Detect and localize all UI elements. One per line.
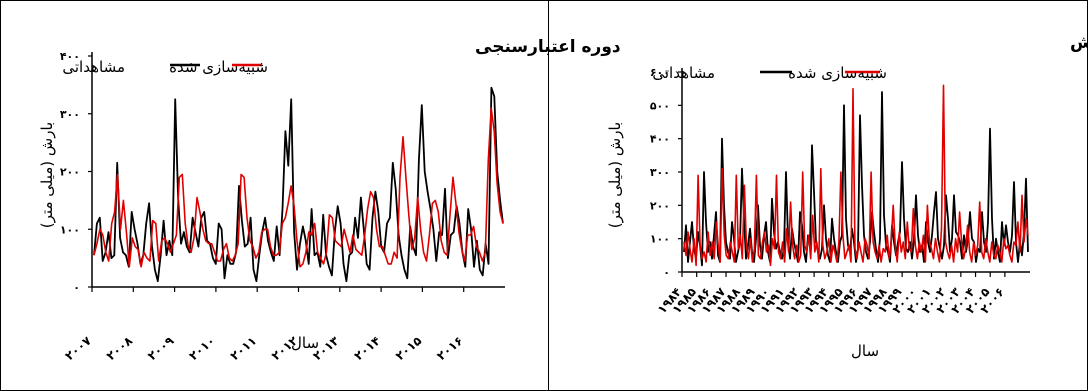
left-y-axis-label: بارش (میلی متر)	[38, 122, 56, 228]
right-y-tick-label: ۰	[663, 266, 670, 279]
left-y-tick-label: ۱۰۰	[60, 223, 80, 236]
left-x-tick-label: ۲۰۱۴	[352, 334, 383, 364]
left-x-tick-label: ۲۰۱۵	[393, 334, 424, 364]
right-y-tick-label: ۵۰۰	[650, 99, 670, 112]
right-y-tick-label: ۲۰۰	[650, 199, 670, 212]
left-x-tick-label: ۲۰۰۸	[104, 333, 136, 363]
right-series-observed-line	[683, 91, 1029, 267]
left-y-tick-label: ۳۰۰	[60, 108, 80, 121]
left-chart-title: دوره اعتبارسنجی	[475, 37, 621, 57]
right-series-simulated-line	[683, 84, 1029, 267]
left-y-tick-label: ۰	[73, 281, 80, 294]
left-x-tick-label: ۲۰۱۱	[228, 334, 259, 364]
panel-divider	[548, 0, 549, 391]
left-series-simulated-line	[93, 107, 504, 268]
left-x-tick-label: ۲۰۱۶	[434, 334, 465, 364]
left-legend-simulated-label: شبیه‌سازی شده	[169, 58, 268, 76]
right-y-tick-label: ۳۰۰	[650, 166, 670, 179]
right-legend-observed-label: مشاهداتی	[652, 64, 715, 82]
left-legend-observed-label: مشاهداتی	[62, 58, 125, 76]
left-y-tick-label: ۲۰۰	[60, 166, 80, 179]
left-x-tick-label: ۲۰۰۷	[62, 333, 94, 363]
right-y-tick-label: ۴۰۰	[650, 133, 670, 146]
left-x-tick-label: ۲۰۱۰	[186, 334, 217, 364]
right-y-axis-label: بارش (میلی متر)	[606, 122, 624, 228]
left-y-tick-label: ۴۰۰	[60, 50, 80, 63]
left-x-tick-label: ۲۰۰۹	[145, 333, 177, 363]
left-x-axis-label: سال	[291, 334, 319, 352]
right-y-tick-label: ۶۰۰	[650, 66, 670, 79]
right-x-axis-label: سال	[851, 342, 879, 360]
right-legend-simulated-label: شبیه‌سازی شده	[788, 64, 887, 82]
right-y-tick-label: ۱۰۰	[650, 233, 670, 246]
right-chart-title: دوره آموزش	[1070, 31, 1088, 53]
